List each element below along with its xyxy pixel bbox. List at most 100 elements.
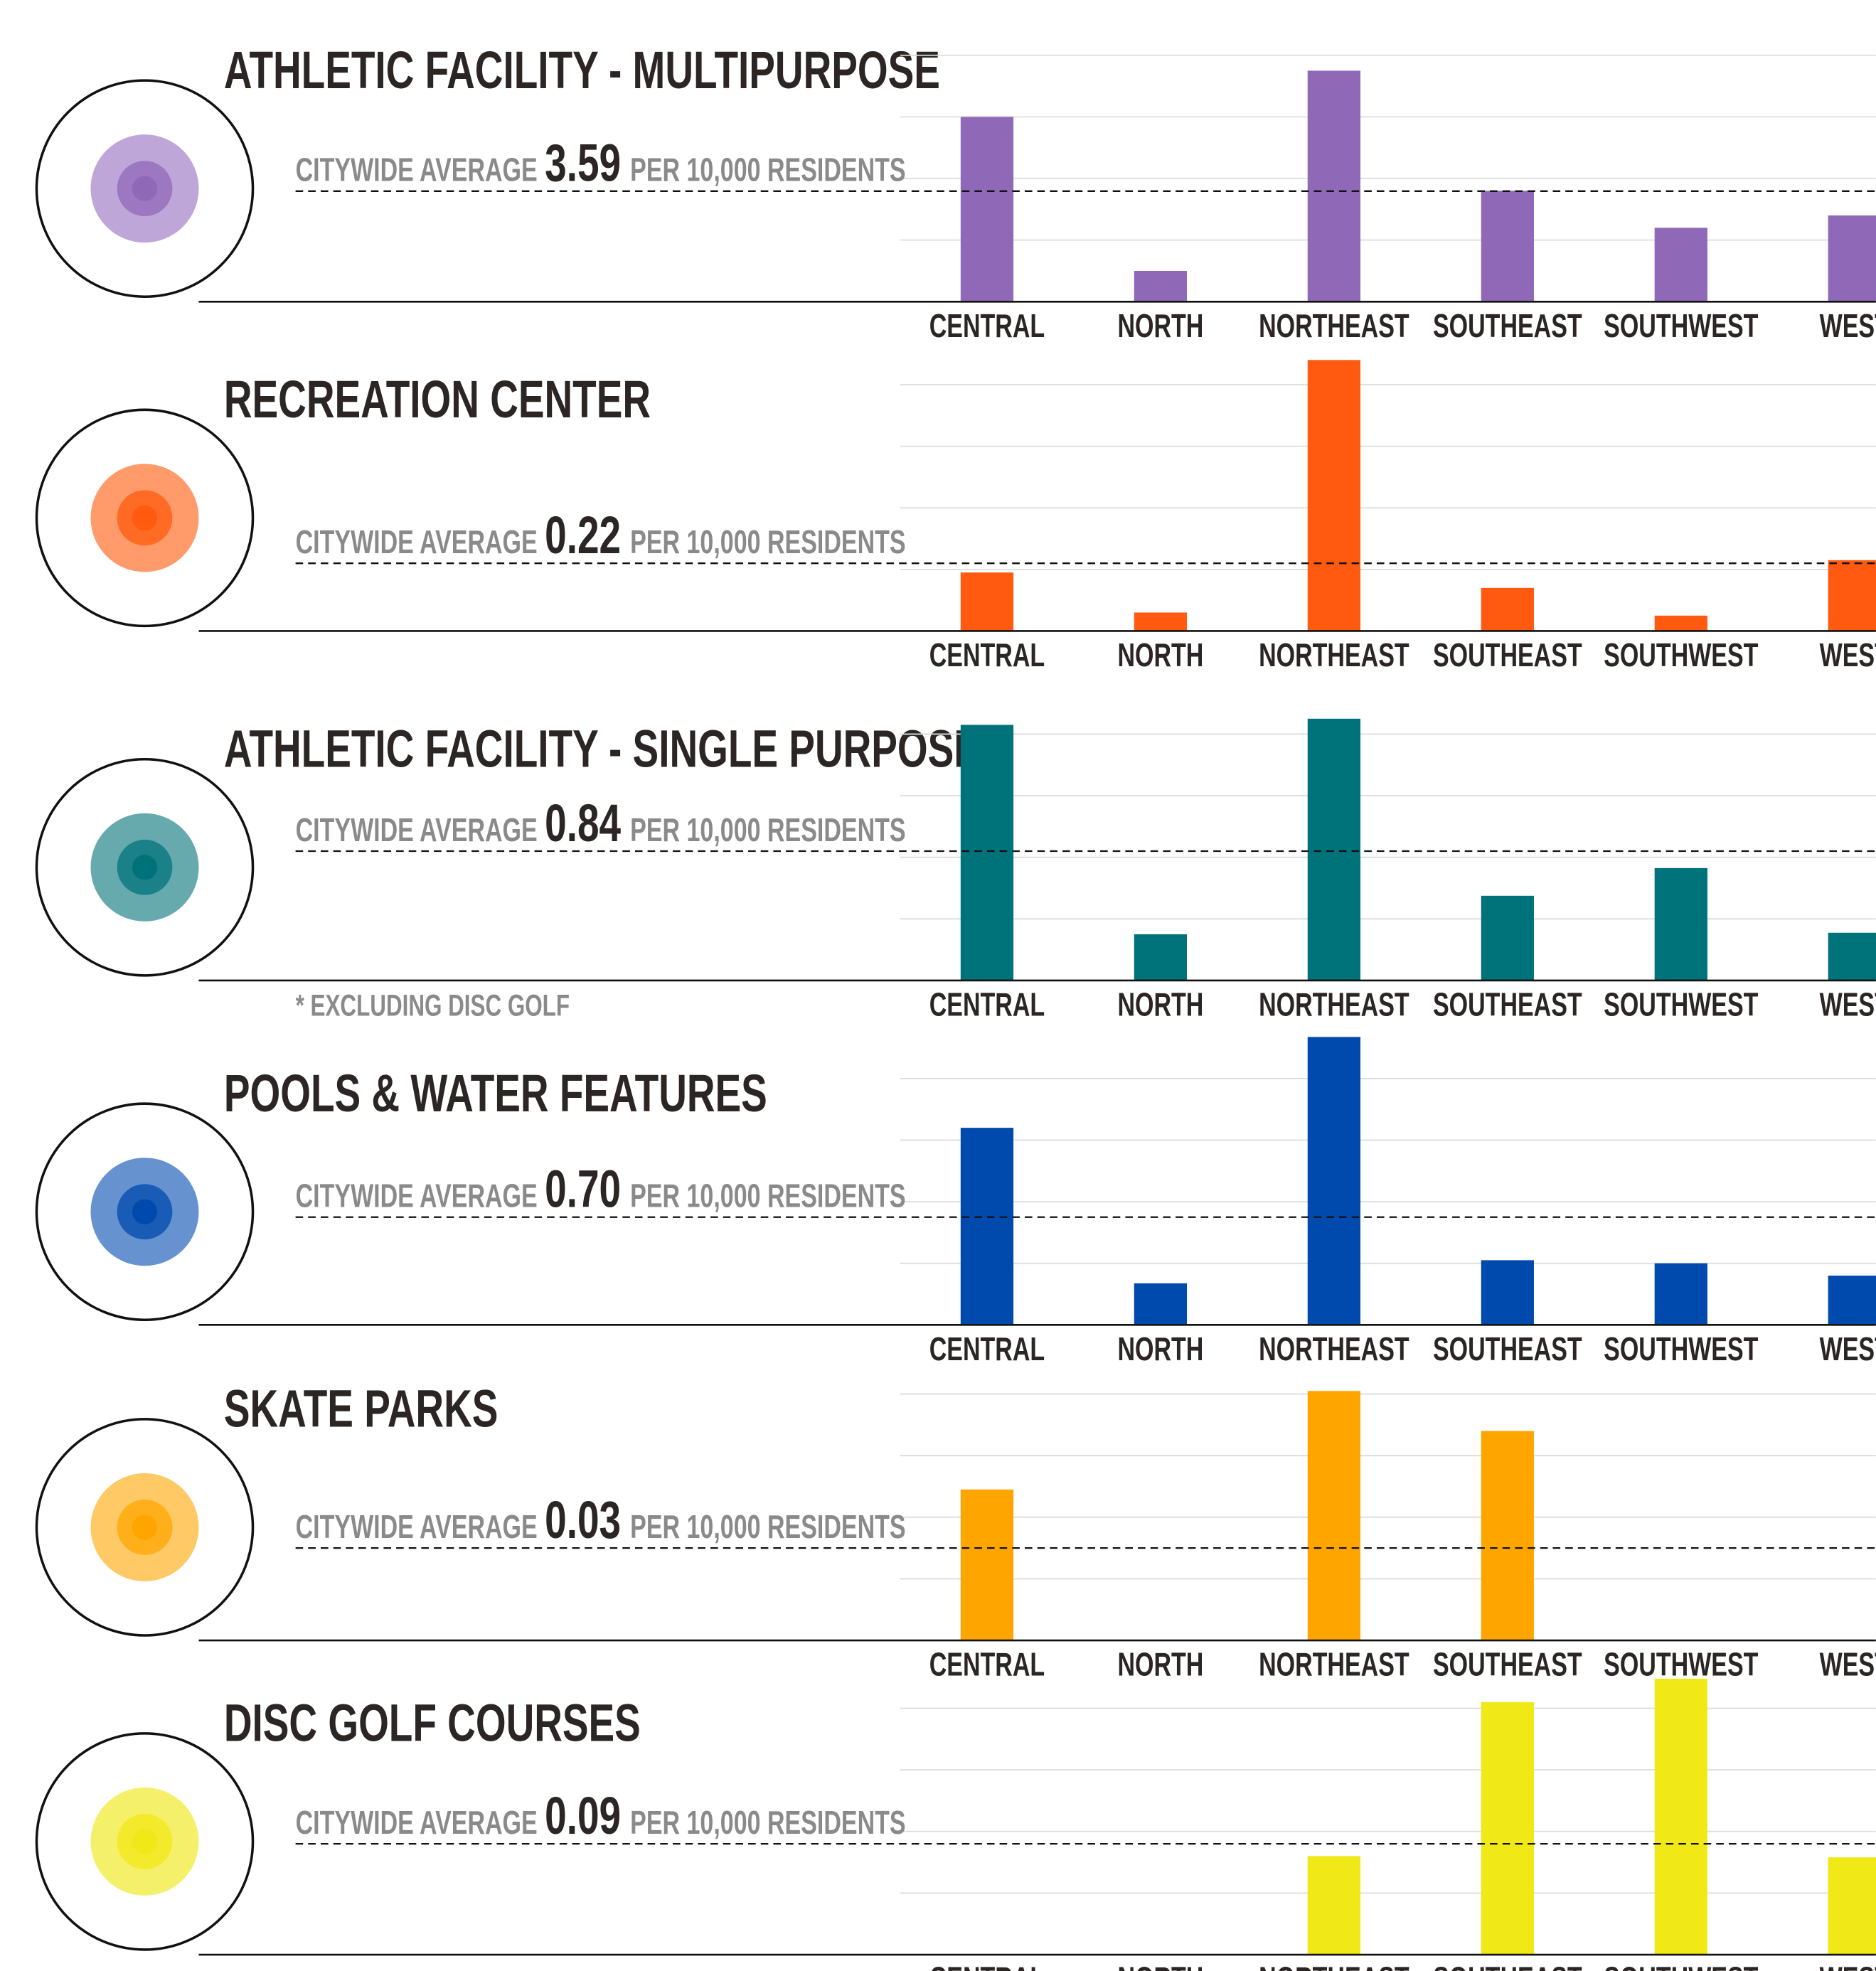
average-suffix: PER 10,000 RESIDENTS <box>630 811 905 848</box>
x-tick-label: SOUTHWEST <box>1604 986 1759 1022</box>
x-tick-label: SOUTHWEST <box>1604 307 1759 344</box>
icon-core <box>132 1199 158 1224</box>
x-tick-label: NORTH <box>1117 636 1203 673</box>
x-tick-label: WEST <box>1820 307 1876 344</box>
footnote: * EXCLUDING DISC GOLF <box>296 988 570 1022</box>
x-tick-label: WEST <box>1820 1645 1876 1682</box>
bar <box>1828 1857 1876 1955</box>
chart-title: POOLS & WATER FEATURES <box>224 1064 767 1123</box>
average-value: 0.09 <box>545 1786 621 1845</box>
bar <box>960 117 1014 302</box>
x-tick-label: WEST <box>1820 1330 1876 1367</box>
bar <box>1654 867 1707 981</box>
bar <box>1481 895 1534 981</box>
icon-core <box>132 176 158 201</box>
bar <box>1654 615 1707 631</box>
x-tick-label: NORTHEAST <box>1259 1645 1409 1682</box>
bar <box>960 1489 1014 1641</box>
bar <box>1481 587 1534 631</box>
average-text: CITYWIDE AVERAGE 0.84 PER 10,000 RESIDENTS <box>296 794 906 853</box>
x-tick-label: SOUTHEAST <box>1433 1645 1582 1682</box>
x-tick-label: NORTHEAST <box>1259 636 1409 673</box>
x-tick-label: WEST <box>1820 1960 1876 1971</box>
x-tick-label: NORTH <box>1117 1330 1203 1367</box>
bar <box>1307 70 1360 302</box>
average-text: CITYWIDE AVERAGE 0.70 PER 10,000 RESIDENTS <box>296 1160 906 1219</box>
x-tick-label: CENTRAL <box>929 986 1045 1022</box>
bar <box>960 572 1014 631</box>
bar <box>1134 1283 1188 1325</box>
average-value: 0.22 <box>545 506 621 565</box>
bar <box>1654 1263 1707 1325</box>
bar <box>1307 360 1360 631</box>
bar <box>1481 1702 1534 1955</box>
average-prefix: CITYWIDE AVERAGE <box>296 811 538 848</box>
average-suffix: PER 10,000 RESIDENTS <box>630 1177 905 1214</box>
x-tick-label: WEST <box>1820 986 1876 1022</box>
x-tick-label: SOUTHEAST <box>1433 1330 1582 1367</box>
average-text: CITYWIDE AVERAGE 0.09 PER 10,000 RESIDENTS <box>296 1786 906 1845</box>
average-value: 0.70 <box>545 1160 621 1219</box>
x-tick-label: CENTRAL <box>929 307 1045 344</box>
x-tick-label: CENTRAL <box>929 636 1045 673</box>
bar <box>1134 612 1188 631</box>
x-tick-label: SOUTHEAST <box>1433 636 1582 673</box>
x-tick-label: CENTRAL <box>929 1960 1045 1971</box>
x-tick-label: CENTRAL <box>929 1645 1045 1682</box>
chart-title: DISC GOLF COURSES <box>224 1693 641 1752</box>
average-text: CITYWIDE AVERAGE 3.59 PER 10,000 RESIDENTS <box>296 134 906 193</box>
bar <box>1134 934 1188 981</box>
bar <box>1307 1856 1360 1955</box>
bar <box>1481 191 1534 302</box>
average-prefix: CITYWIDE AVERAGE <box>296 1804 538 1841</box>
x-tick-label: SOUTHEAST <box>1433 307 1582 344</box>
bar <box>1828 932 1876 981</box>
x-tick-label: NORTHEAST <box>1259 1960 1409 1971</box>
x-tick-label: CENTRAL <box>929 1330 1045 1367</box>
bar <box>1654 1678 1707 1955</box>
average-prefix: CITYWIDE AVERAGE <box>296 151 538 188</box>
x-tick-label: NORTH <box>1117 1960 1203 1971</box>
average-value: 0.03 <box>545 1490 621 1549</box>
icon-core <box>132 1515 158 1540</box>
x-tick-label: NORTH <box>1117 307 1203 344</box>
average-text: CITYWIDE AVERAGE 0.22 PER 10,000 RESIDENTS <box>296 506 906 565</box>
bar <box>1307 1391 1360 1641</box>
x-tick-label: NORTHEAST <box>1259 986 1409 1022</box>
x-tick-label: SOUTHEAST <box>1433 986 1582 1022</box>
x-tick-label: WEST <box>1820 636 1876 673</box>
icon-core <box>132 1829 158 1854</box>
x-tick-label: SOUTHWEST <box>1604 1645 1759 1682</box>
bar <box>1307 718 1360 981</box>
average-suffix: PER 10,000 RESIDENTS <box>630 523 905 560</box>
x-tick-label: SOUTHWEST <box>1604 636 1759 673</box>
x-tick-label: NORTHEAST <box>1259 1330 1409 1367</box>
x-tick-label: SOUTHWEST <box>1604 1330 1759 1367</box>
average-text: CITYWIDE AVERAGE 0.03 PER 10,000 RESIDENTS <box>296 1490 906 1549</box>
average-suffix: PER 10,000 RESIDENTS <box>630 151 905 188</box>
icon-core <box>132 855 158 880</box>
x-tick-label: SOUTHWEST <box>1604 1960 1759 1971</box>
x-tick-label: NORTH <box>1117 986 1203 1022</box>
bar <box>1307 1037 1360 1325</box>
bar <box>960 1128 1014 1325</box>
average-value: 0.84 <box>545 794 621 853</box>
average-prefix: CITYWIDE AVERAGE <box>296 1177 538 1214</box>
chart-title: ATHLETIC FACILITY - MULTIPURPOSE <box>224 41 940 100</box>
average-prefix: CITYWIDE AVERAGE <box>296 523 538 560</box>
average-suffix: PER 10,000 RESIDENTS <box>630 1508 905 1545</box>
chart-title: SKATE PARKS <box>224 1379 499 1438</box>
average-suffix: PER 10,000 RESIDENTS <box>630 1804 905 1841</box>
x-tick-label: NORTH <box>1117 1645 1203 1682</box>
bar <box>960 725 1014 981</box>
average-value: 3.59 <box>545 134 621 193</box>
bar <box>1828 215 1876 302</box>
bar <box>1134 270 1188 302</box>
bar <box>1828 560 1876 631</box>
x-tick-label: NORTHEAST <box>1259 307 1409 344</box>
icon-core <box>132 505 158 531</box>
bar <box>1481 1431 1534 1641</box>
bar <box>1828 1276 1876 1325</box>
chart-title: ATHLETIC FACILITY - SINGLE PURPOSE * <box>224 719 1006 778</box>
